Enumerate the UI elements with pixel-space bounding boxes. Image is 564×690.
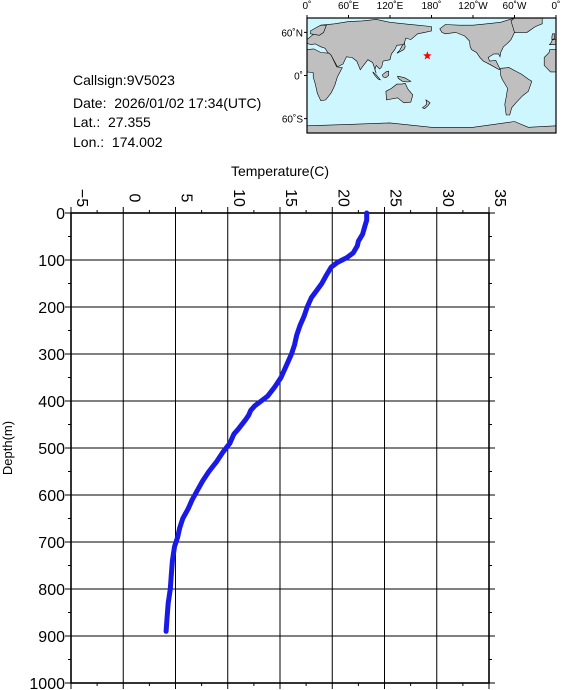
chart-ticks [65, 207, 495, 689]
map-land-6 [396, 42, 406, 54]
station-marker [423, 51, 432, 60]
map-land-2 [543, 49, 556, 73]
y-tick-label: 500 [38, 441, 65, 458]
map-lon-label: 60˚W [503, 0, 527, 12]
y-tick-label: 100 [38, 253, 65, 270]
map-lon-label: 120˚W [458, 0, 488, 12]
temperature-profile-line [163, 210, 370, 634]
x-tick-label: 30 [439, 189, 456, 207]
y-tick-label: 800 [38, 582, 65, 599]
x-tick-label: 20 [334, 189, 351, 207]
x-tick-label: −5 [73, 189, 90, 207]
y-axis-title: Depth(m) [0, 421, 15, 475]
chart-grid [70, 212, 490, 684]
y-tick-label: 0 [56, 206, 65, 223]
y-tick-label: 400 [38, 394, 65, 411]
y-tick-label: 900 [38, 629, 65, 646]
map-lon-label: 120˚E [377, 0, 404, 12]
longitude-label: Lon.: 174.002 [73, 134, 163, 150]
latitude-label: Lat.: 27.355 [73, 114, 151, 130]
map-land-12 [439, 18, 529, 71]
x-axis-title: Temperature(C) [231, 163, 329, 179]
map-land-14 [500, 67, 533, 116]
x-tick-label: 35 [491, 189, 508, 207]
map-land-15 [307, 121, 556, 133]
y-tick-label: 300 [38, 347, 65, 364]
map-land-4 [551, 33, 555, 41]
x-tick-label: 25 [387, 189, 404, 207]
map-land-11 [421, 99, 431, 109]
x-tick-label: 15 [282, 189, 299, 207]
map-land-9 [397, 75, 412, 83]
map-land-13 [510, 18, 543, 33]
callsign-label: Callsign:9V5023 [73, 72, 175, 88]
date-label: Date: 2026/01/02 17:34(UTC) [73, 95, 262, 111]
temperature-profile [163, 210, 370, 634]
map-land-8 [372, 71, 382, 81]
map-lon-label: 0˚ [303, 0, 312, 12]
map-land-group [307, 18, 556, 133]
map-lon-label: 0˚ [552, 0, 561, 12]
x-tick-label: 10 [230, 189, 247, 207]
map-land-10 [385, 83, 414, 104]
map-land-7 [382, 70, 389, 79]
y-tick-label: 200 [38, 300, 65, 317]
map-lat-label: 60˚N [281, 27, 303, 39]
map-land-5 [310, 24, 327, 36]
world-map: 0˚ 60˚E 120˚E 180˚ 120˚W 60˚W 0˚ 60˚N 0˚ 60˚S [281, 0, 561, 134]
map-land-1 [307, 48, 343, 102]
map-lon-label: 180˚ [421, 0, 441, 12]
map-lon-label: 60˚E [338, 0, 359, 12]
map-land-3 [548, 39, 556, 45]
x-tick-label: 0 [125, 194, 142, 203]
y-tick-label: 700 [38, 535, 65, 552]
y-tick-label: 1000 [29, 676, 65, 690]
map-lat-label: 60˚S [282, 114, 303, 126]
chart-axis-labels: −5 0 5 10 15 20 25 30 35 0 100 200 300 400 500 600 700 80… [0, 163, 508, 690]
x-tick-label: 5 [178, 194, 195, 203]
map-lat-label: 0˚ [294, 71, 303, 83]
y-tick-label: 600 [38, 488, 65, 505]
